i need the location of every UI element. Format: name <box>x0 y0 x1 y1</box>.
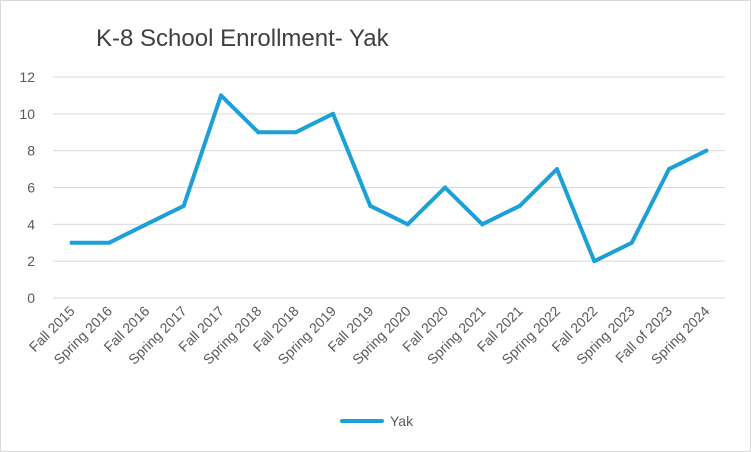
data-point <box>592 259 597 264</box>
y-tick-label: 4 <box>27 216 35 232</box>
series-line <box>69 93 709 264</box>
data-point <box>667 167 671 172</box>
y-tick-label: 6 <box>27 180 35 196</box>
y-tick-label: 12 <box>19 69 35 85</box>
data-point <box>517 203 522 208</box>
y-tick-label: 8 <box>27 143 35 159</box>
chart-title: K-8 School Enrollment- Yak <box>96 25 389 52</box>
y-tick-label: 0 <box>27 290 35 306</box>
y-axis-tick-labels: 0 2 4 6 8 10 12 <box>19 69 35 306</box>
data-point <box>256 130 261 135</box>
data-point <box>704 148 709 153</box>
data-point <box>405 222 410 227</box>
data-point <box>69 240 74 245</box>
data-point <box>293 130 298 135</box>
data-point <box>331 111 335 116</box>
data-point <box>107 240 111 245</box>
data-point <box>219 93 223 98</box>
legend: Yak <box>340 413 414 429</box>
data-point <box>368 203 373 208</box>
gridlines <box>53 76 725 299</box>
data-point <box>144 222 149 227</box>
data-point <box>555 167 559 172</box>
data-point <box>181 203 186 208</box>
y-tick-label: 10 <box>19 106 35 122</box>
data-point <box>480 222 485 227</box>
legend-label: Yak <box>390 413 414 429</box>
data-point <box>443 185 447 190</box>
series-lines <box>69 93 709 264</box>
data-point <box>629 240 634 245</box>
y-tick-label: 2 <box>27 253 35 269</box>
